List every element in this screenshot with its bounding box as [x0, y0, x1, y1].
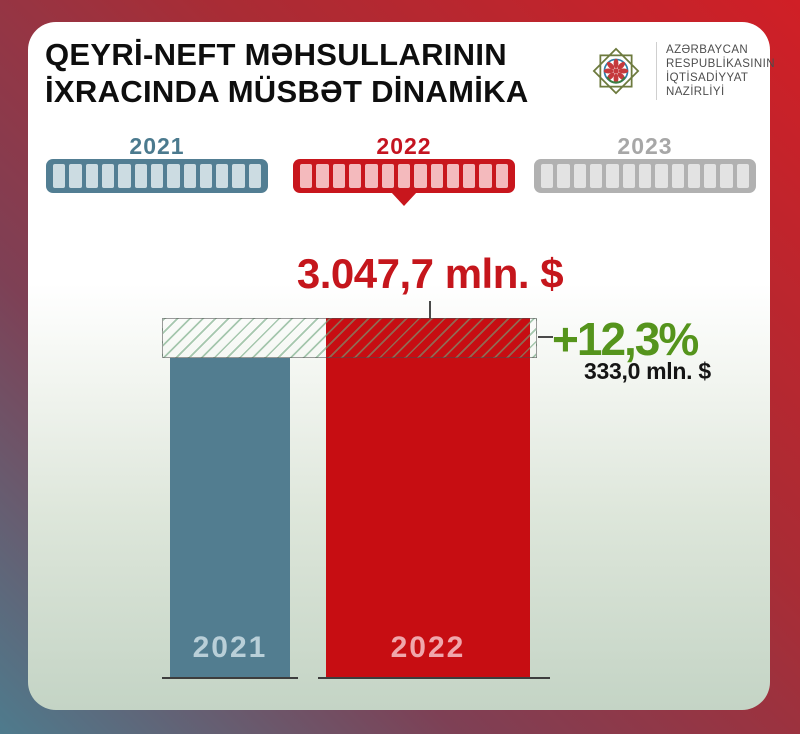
timeline-segment [248, 164, 262, 188]
timeline-segment [622, 164, 635, 188]
page-title: QEYRİ-NEFT MƏHSULLARININ İXRACINDA MÜSBƏ… [45, 36, 529, 110]
timeline-label-2023: 2023 [617, 133, 673, 159]
timeline-bar-2023 [534, 159, 756, 193]
timeline-segment [720, 164, 733, 188]
timeline-year-2023: 2023 [534, 133, 756, 193]
timeline-year-2021: 2021 [46, 133, 268, 193]
bar-2022: 2022 [326, 318, 530, 677]
timeline-segment [655, 164, 668, 188]
timeline-segment [687, 164, 701, 188]
timeline-segment [150, 164, 164, 188]
ministry-line-1: AZƏRBAYCAN [666, 44, 749, 56]
timeline-segment [479, 164, 492, 188]
timeline-segment [134, 164, 147, 188]
timeline-segment [397, 164, 411, 188]
timeline-segment [381, 164, 394, 188]
growth-percent-label: +12,3% [552, 313, 699, 365]
title-line-1: QEYRİ-NEFT MƏHSULLARININ [45, 37, 507, 72]
ministry-line-2: RESPUBLİKASININ [666, 58, 775, 70]
timeline-segment [414, 164, 427, 188]
timeline-segment [199, 164, 213, 188]
timeline-segment [736, 164, 750, 188]
ministry-line-3: İQTİSADİYYAT [666, 72, 749, 84]
timeline-segment [365, 164, 378, 188]
timeline-segment [183, 164, 196, 188]
timeline-bar-2022 [293, 159, 515, 193]
ministry-emblem-icon [592, 47, 640, 95]
timeline-segment [430, 164, 443, 188]
ministry-name: AZƏRBAYCAN RESPUBLİKASININ İQTİSADİYYAT … [666, 43, 775, 99]
content-panel: QEYRİ-NEFT MƏHSULLARININ İXRACINDA MÜSBƏ… [28, 22, 775, 710]
ministry-line-4: NAZİRLİYİ [666, 86, 725, 98]
timeline-segment [541, 164, 554, 188]
timeline-segment [463, 164, 476, 188]
timeline-segment [638, 164, 652, 188]
baseline-2021 [162, 677, 298, 679]
timeline-segment [332, 164, 345, 188]
timeline-segment [85, 164, 98, 188]
timeline-bar-2021 [46, 159, 268, 193]
value-connector-line [429, 301, 431, 318]
value-label-2022: 3.047,7 mln. $ [296, 250, 564, 297]
timeline-segment [704, 164, 717, 188]
timeline-segment [232, 164, 245, 188]
timeline-segment [348, 164, 362, 188]
ministry-logo: AZƏRBAYCAN RESPUBLİKASININ İQTİSADİYYAT … [582, 37, 775, 105]
timeline-segment [53, 164, 66, 188]
logo-divider [656, 42, 657, 100]
bar-label-2022: 2022 [390, 631, 466, 664]
timeline-segment [101, 164, 115, 188]
timeline-segment [589, 164, 603, 188]
year-pointer-icon [391, 192, 417, 206]
timeline-segment [167, 164, 180, 188]
timeline-segment [606, 164, 619, 188]
timeline-segment [118, 164, 131, 188]
timeline-segment [300, 164, 313, 188]
timeline-label-2021: 2021 [129, 133, 185, 159]
timeline-segment [573, 164, 586, 188]
timeline-segment [495, 164, 509, 188]
timeline-segment [316, 164, 329, 188]
baseline-2022 [318, 677, 550, 679]
growth-tick-line [538, 336, 553, 338]
timeline-segment [216, 164, 229, 188]
timeline-segment [671, 164, 684, 188]
timeline-segment [446, 164, 460, 188]
timeline-label-2022: 2022 [376, 133, 432, 159]
bar-2021: 2021 [170, 358, 290, 677]
timeline-segment [69, 164, 82, 188]
growth-hatch-band [162, 318, 537, 358]
title-line-2: İXRACINDA MÜSBƏT DİNAMİKA [45, 74, 529, 109]
bar-label-2021: 2021 [192, 631, 268, 664]
growth-amount-label: 333,0 mln. $ [584, 358, 711, 384]
timeline-year-2022: 2022 [293, 133, 515, 206]
timeline-segment [557, 164, 570, 188]
